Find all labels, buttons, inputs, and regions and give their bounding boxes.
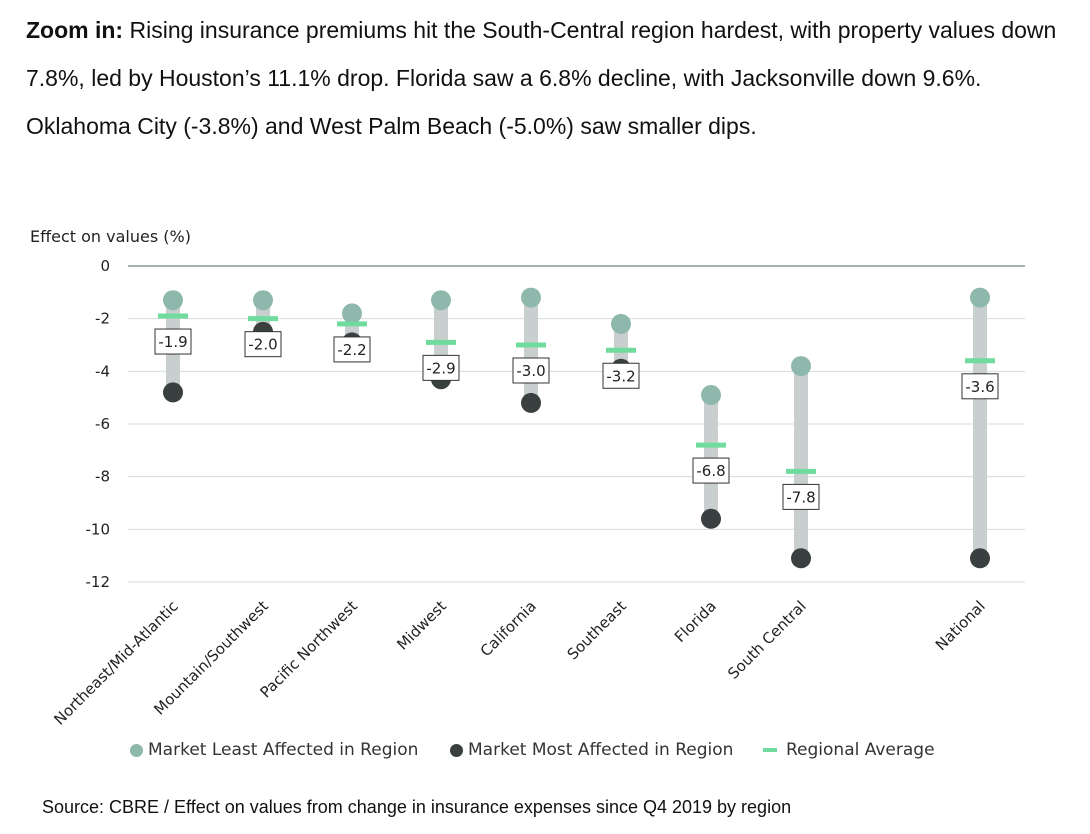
value-label-box [602,362,640,389]
value-label-box [512,357,550,384]
legend-most-marker [450,743,463,757]
y-tick-label: -6 [95,415,110,433]
dot-least-affected [970,287,990,308]
intro-text: Rising insurance premiums hit the South-… [26,17,1057,139]
dot-least-affected [342,303,362,324]
value-label-box [422,354,460,381]
y-tick-label: -8 [95,468,110,486]
value-label-box [154,328,192,355]
value-label: -6.8 [696,462,725,480]
category-label: Pacific Northwest [256,597,360,701]
legend-average-label: Regional Average [786,740,935,760]
value-label: -3.2 [606,367,635,385]
dot-least-affected [611,313,631,334]
y-tick-label: -4 [95,362,110,380]
value-label-box [961,373,999,400]
intro-paragraph: Zoom in: Rising insurance premiums hit t… [26,6,1066,150]
legend-least-marker [130,743,143,757]
value-label-box [333,336,371,363]
dot-most-affected [163,382,183,403]
dot-most-affected [521,392,541,413]
legend-average-marker [763,748,777,752]
value-label: -2.2 [337,341,366,359]
y-tick-label: 0 [100,257,110,275]
dot-most-affected [791,548,811,569]
legend-item-most: Market Most Affected in Region [450,740,733,760]
dot-least-affected [253,290,273,311]
legend-most-label: Market Most Affected in Region [468,740,734,760]
y-tick-label: -2 [95,310,110,328]
category-label: Southeast [564,597,630,663]
dot-least-affected [791,356,811,377]
intro-lead: Zoom in: [26,17,124,43]
value-label: -1.9 [158,333,187,351]
value-label-box [244,331,282,358]
category-label: South Central [724,597,810,683]
category-label: Florida [671,597,720,646]
value-label-box [692,457,730,484]
value-label: -7.8 [786,488,815,506]
category-label: California [477,597,540,660]
legend-item-least: Market Least Affected in Region [130,740,418,760]
dot-range-chart: Effect on values (%) 0 -2 -4 -6 -8 -10 -12 -1.9 N… [30,227,1025,729]
value-label: -2.0 [248,336,277,354]
dot-least-affected [521,287,541,308]
dot-least-affected [163,290,183,311]
y-axis-title: Effect on values (%) [30,227,191,246]
source-note: Source: CBRE / Effect on values from cha… [42,797,792,817]
dot-least-affected [701,385,721,406]
category-label: Midwest [393,597,450,654]
dot-least-affected [431,290,451,311]
value-label-box [782,483,820,510]
value-label: -2.9 [426,359,455,377]
value-label: -3.0 [516,362,545,380]
value-label: -3.6 [965,378,994,396]
legend-item-average: Regional Average [763,740,935,760]
dot-most-affected [701,508,721,529]
legend-least-label: Market Least Affected in Region [148,740,419,760]
y-tick-label: -12 [86,573,111,591]
category-label: National [932,597,989,654]
y-tick-label: -10 [86,520,111,538]
dot-most-affected [970,548,990,569]
